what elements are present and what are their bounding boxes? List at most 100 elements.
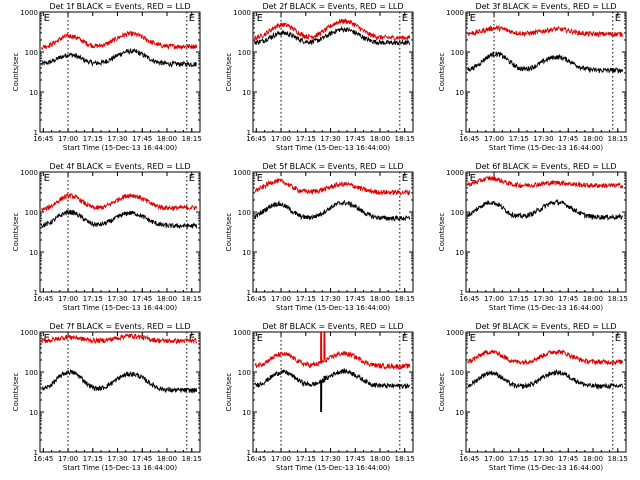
x-tick-label: 16:45 xyxy=(33,455,53,463)
x-tick-label: 17:30 xyxy=(533,455,553,463)
x-tick-label: 18:00 xyxy=(583,295,603,303)
x-tick-label: 17:45 xyxy=(345,295,365,303)
series-line-lld xyxy=(254,18,411,42)
x-tick-label: 18:15 xyxy=(395,295,415,303)
y-tick-label: 100 xyxy=(238,369,251,377)
event-marker-label: E xyxy=(44,173,50,184)
x-tick-label: 17:15 xyxy=(509,295,529,303)
x-tick-label: 17:45 xyxy=(132,455,152,463)
series-line-events xyxy=(254,368,411,413)
series-line-events xyxy=(467,369,624,391)
x-tick-label: 17:15 xyxy=(296,295,316,303)
x-tick-label: 17:30 xyxy=(320,455,340,463)
y-tick-label: 1 xyxy=(34,449,38,457)
y-tick-label: 1 xyxy=(247,449,251,457)
x-tick-label: 17:15 xyxy=(296,135,316,143)
x-axis-label: Start Time (15-Dec-13 16:44:00) xyxy=(489,464,603,472)
plot-frame xyxy=(465,171,627,293)
y-tick-label: 10 xyxy=(242,89,251,97)
x-tick-label: 17:15 xyxy=(296,455,316,463)
y-tick-label: 100 xyxy=(25,209,38,217)
y-tick-label: 1000 xyxy=(20,329,38,337)
y-tick-label: 100 xyxy=(25,369,38,377)
event-marker-label: E xyxy=(257,13,263,24)
y-tick-label: 1 xyxy=(460,129,464,137)
event-marker-label: E xyxy=(470,333,476,344)
plot-frame xyxy=(39,171,201,293)
y-axis-label: Counts/sec xyxy=(438,213,446,252)
x-axis-label: Start Time (15-Dec-13 16:44:00) xyxy=(276,144,390,152)
plot-frame xyxy=(465,331,627,453)
panel-title: Det 2f BLACK = Events, RED = LLD xyxy=(262,2,403,11)
y-tick-label: 1000 xyxy=(233,169,251,177)
panel-det-1: Det 1f BLACK = Events, RED = LLD 1 10 100 10… xyxy=(12,2,202,152)
x-tick-label: 18:00 xyxy=(157,135,177,143)
y-tick-label: 10 xyxy=(455,409,464,417)
plot-frame xyxy=(252,11,414,133)
x-tick-label: 17:30 xyxy=(533,295,553,303)
x-axis-label: Start Time (15-Dec-13 16:44:00) xyxy=(63,304,177,312)
panel-title: Det 8f BLACK = Events, RED = LLD xyxy=(262,322,403,331)
x-tick-label: 16:45 xyxy=(33,135,53,143)
panel-det-6: Det 6f BLACK = Events, RED = LLD 1 10 100 10… xyxy=(438,162,628,312)
y-axis-label: Counts/sec xyxy=(12,213,20,252)
event-marker-label: E xyxy=(615,13,621,24)
y-tick-label: 1000 xyxy=(20,169,38,177)
plot-frame xyxy=(39,331,201,453)
y-tick-label: 100 xyxy=(25,49,38,57)
panel-det-7: Det 7f BLACK = Events, RED = LLD 1 10 100 10… xyxy=(12,322,202,472)
x-tick-label: 16:45 xyxy=(459,135,479,143)
panel-det-5: Det 5f BLACK = Events, RED = LLD 1 10 100 10… xyxy=(225,162,415,312)
plot-frame xyxy=(465,11,627,133)
x-tick-label: 18:15 xyxy=(608,135,628,143)
x-tick-label: 17:15 xyxy=(509,455,529,463)
x-tick-label: 17:00 xyxy=(484,455,504,463)
x-tick-label: 18:15 xyxy=(608,295,628,303)
x-tick-label: 17:15 xyxy=(83,135,103,143)
event-marker-label: E xyxy=(470,13,476,24)
x-tick-label: 17:45 xyxy=(132,135,152,143)
x-tick-label: 17:30 xyxy=(320,135,340,143)
y-axis-label: Counts/sec xyxy=(438,53,446,92)
y-tick-label: 100 xyxy=(451,369,464,377)
series-line-events xyxy=(41,48,197,68)
x-tick-label: 18:00 xyxy=(157,455,177,463)
x-tick-label: 17:00 xyxy=(271,135,291,143)
x-axis-label: Start Time (15-Dec-13 16:44:00) xyxy=(489,144,603,152)
panel-title: Det 5f BLACK = Events, RED = LLD xyxy=(262,162,403,171)
x-tick-label: 18:00 xyxy=(370,455,390,463)
series-line-events xyxy=(41,209,198,229)
panel-det-2: Det 2f BLACK = Events, RED = LLD 1 10 100 10… xyxy=(225,2,415,152)
x-axis-label: Start Time (15-Dec-13 16:44:00) xyxy=(63,464,177,472)
plot-frame xyxy=(39,11,201,133)
x-tick-label: 17:45 xyxy=(345,135,365,143)
y-tick-label: 1 xyxy=(34,289,38,297)
plot-frame xyxy=(252,331,414,453)
x-axis-label: Start Time (15-Dec-13 16:44:00) xyxy=(489,304,603,312)
x-tick-label: 18:15 xyxy=(395,135,415,143)
series-line-events xyxy=(467,199,624,221)
series-line-events xyxy=(467,51,624,74)
series-line-lld xyxy=(467,175,624,190)
x-axis-label: Start Time (15-Dec-13 16:44:00) xyxy=(276,304,390,312)
x-tick-label: 17:45 xyxy=(132,295,152,303)
y-tick-label: 10 xyxy=(29,249,38,257)
x-tick-label: 17:15 xyxy=(509,135,529,143)
event-marker-label: E xyxy=(189,333,195,344)
y-tick-label: 10 xyxy=(455,249,464,257)
series-line-lld xyxy=(254,331,411,371)
y-tick-label: 1000 xyxy=(233,9,251,17)
y-tick-label: 10 xyxy=(455,89,464,97)
x-tick-label: 17:15 xyxy=(83,295,103,303)
x-tick-label: 17:45 xyxy=(558,135,578,143)
y-axis-label: Counts/sec xyxy=(225,373,233,412)
panel-det-8: Det 8f BLACK = Events, RED = LLD 1 10 100 10… xyxy=(225,322,415,472)
x-tick-label: 18:15 xyxy=(182,455,202,463)
series-line-lld xyxy=(467,349,624,366)
x-tick-label: 17:30 xyxy=(107,135,127,143)
y-tick-label: 1000 xyxy=(233,329,251,337)
series-line-lld xyxy=(254,178,411,196)
x-tick-label: 16:45 xyxy=(246,135,266,143)
y-tick-label: 1 xyxy=(34,129,38,137)
